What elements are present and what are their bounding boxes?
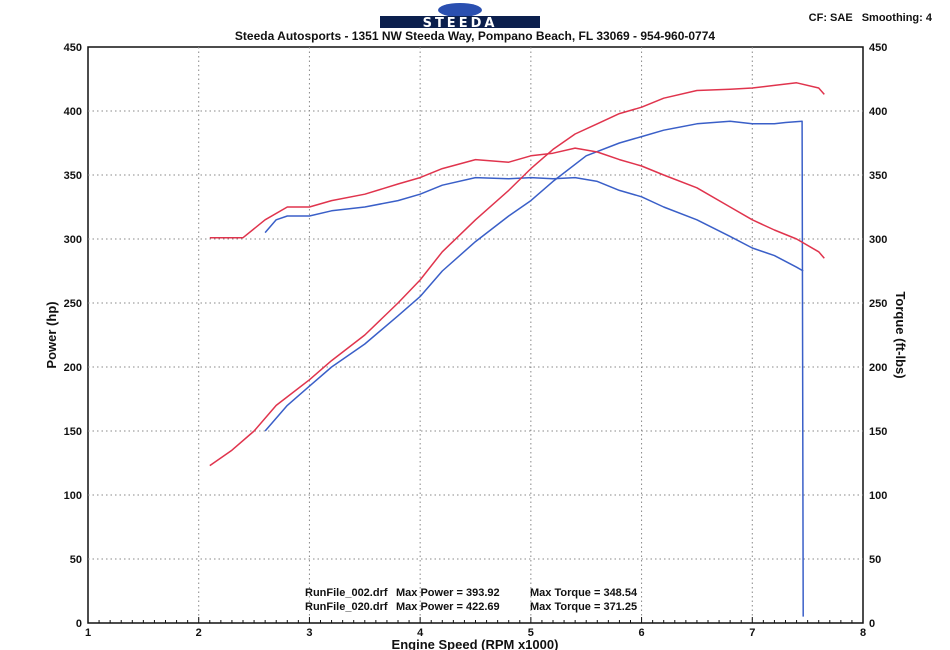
y-tick-350: 350 bbox=[64, 170, 82, 182]
legend-max-torque-1: Max Torque = 348.54 bbox=[530, 587, 638, 599]
y2-tick-450: 450 bbox=[869, 42, 887, 54]
legend-max-torque-2: Max Torque = 371.25 bbox=[530, 601, 637, 613]
y-tick-400: 400 bbox=[64, 106, 82, 118]
legend: RunFile_002.drf Max Power = 393.92 Max T… bbox=[305, 587, 638, 613]
legend-file-1: RunFile_002.drf bbox=[305, 587, 388, 599]
y-tick-labels: 0 50 100 150 200 250 300 350 400 450 bbox=[64, 42, 82, 630]
steeda-logo: STEEDA bbox=[380, 3, 540, 30]
y2-tick-200: 200 bbox=[869, 362, 887, 374]
y2-tick-350: 350 bbox=[869, 170, 887, 182]
shop-address: Steeda Autosports - 1351 NW Steeda Way, … bbox=[234, 29, 716, 43]
grid-lines bbox=[87, 47, 864, 623]
y2-tick-400: 400 bbox=[869, 106, 887, 118]
x-tick-labels: 1 2 3 4 5 6 7 8 bbox=[85, 627, 866, 639]
x-tick-3: 3 bbox=[306, 627, 312, 639]
y2-axis-title: Torque (ft-lbs) bbox=[893, 291, 908, 378]
plot-frame bbox=[87, 46, 864, 624]
legend-file-2: RunFile_020.drf bbox=[305, 601, 388, 613]
x-tick-2: 2 bbox=[196, 627, 202, 639]
series-3-power-line bbox=[209, 82, 825, 467]
y-tick-450: 450 bbox=[64, 42, 82, 54]
smoothing-level: Smoothing: 4 bbox=[861, 12, 932, 24]
y-tick-250: 250 bbox=[64, 298, 82, 310]
y-tick-200: 200 bbox=[64, 362, 82, 374]
y2-tick-150: 150 bbox=[869, 426, 887, 438]
series-2-torque-line bbox=[264, 176, 804, 272]
data-series bbox=[209, 82, 825, 617]
x-tick-6: 6 bbox=[639, 627, 645, 639]
legend-max-power-2: Max Power = 422.69 bbox=[396, 601, 500, 613]
series-1-power-line bbox=[264, 120, 804, 617]
y-tick-50: 50 bbox=[70, 554, 82, 566]
series-4-torque-line bbox=[209, 147, 825, 259]
y-tick-100: 100 bbox=[64, 490, 82, 502]
x-tick-8: 8 bbox=[860, 627, 866, 639]
x-tick-4: 4 bbox=[417, 627, 424, 639]
y-tick-150: 150 bbox=[64, 426, 82, 438]
y-tick-0: 0 bbox=[76, 618, 82, 630]
legend-max-power-1: Max Power = 393.92 bbox=[396, 587, 500, 599]
y-tick-300: 300 bbox=[64, 234, 82, 246]
y2-tick-labels: 0 50 100 150 200 250 300 350 400 450 bbox=[869, 42, 887, 630]
y2-tick-50: 50 bbox=[869, 554, 881, 566]
y-axis-title: Power (hp) bbox=[44, 301, 59, 368]
x-tick-5: 5 bbox=[528, 627, 534, 639]
x-tick-1: 1 bbox=[85, 627, 91, 639]
x-tick-7: 7 bbox=[749, 627, 755, 639]
steeda-logo-text: STEEDA bbox=[423, 16, 498, 30]
correction-factor: CF: SAE bbox=[808, 12, 853, 24]
y2-tick-0: 0 bbox=[869, 618, 875, 630]
y2-tick-100: 100 bbox=[869, 490, 887, 502]
y2-tick-250: 250 bbox=[869, 298, 887, 310]
x-axis-title: Engine Speed (RPM x1000) bbox=[392, 637, 559, 650]
y2-tick-300: 300 bbox=[869, 234, 887, 246]
dyno-settings: CF: SAE Smoothing: 4 bbox=[803, 12, 932, 24]
